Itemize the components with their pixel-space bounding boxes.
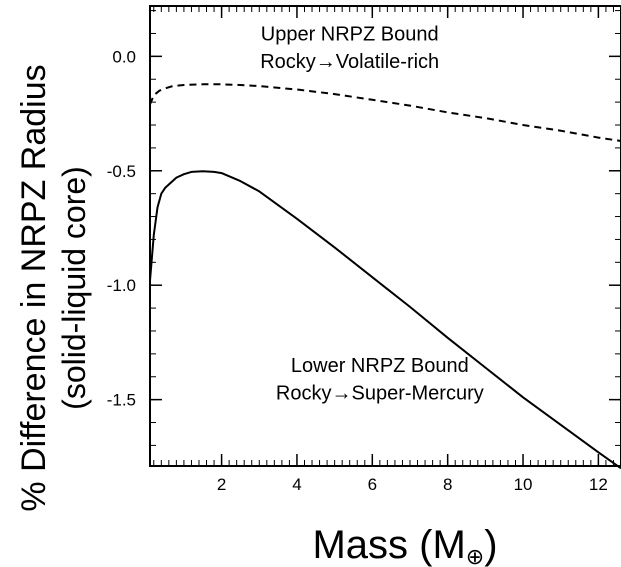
y-tick-label: -1.0 bbox=[107, 276, 136, 295]
x-tick-label: 8 bbox=[443, 475, 452, 494]
x-axis-title-sub: ⊕ bbox=[466, 544, 484, 567]
y-axis-title-line2: (solid-liquid core) bbox=[56, 166, 92, 410]
upper-bound-label-line2: Rocky→Volatile-rich bbox=[260, 51, 439, 73]
x-axis-title: Mass (M⊕) bbox=[312, 523, 497, 567]
annotations: Upper NRPZ Bound Rocky→Volatile-rich Lower… bbox=[260, 23, 484, 404]
tick-labels: 2 4 6 8 10 12 0.0 -0.5 -1.0 -1.5 bbox=[107, 47, 608, 494]
x-tick-label: 2 bbox=[217, 475, 226, 494]
lower-bound-label-line2: Rocky→Super-Mercury bbox=[276, 383, 484, 405]
y-axis-title: % Difference in NRPZ Radius (solid-liqui… bbox=[15, 64, 92, 511]
upper-bound-dashed-line bbox=[149, 83, 621, 142]
y-tick-label: -1.5 bbox=[107, 391, 136, 410]
y-tick-label: 0.0 bbox=[112, 47, 136, 66]
x-tick-label: 6 bbox=[368, 475, 377, 494]
x-axis-title-main: Mass (M bbox=[312, 523, 465, 567]
x-tick-label: 10 bbox=[514, 475, 533, 494]
x-axis-title-close: ) bbox=[484, 523, 497, 567]
x-tick-label: 4 bbox=[292, 475, 301, 494]
y-axis-title-line1: % Difference in NRPZ Radius bbox=[15, 64, 53, 511]
y-tick-label: -0.5 bbox=[107, 162, 136, 181]
plot-frame bbox=[149, 5, 621, 467]
upper-bound-label-line1: Upper NRPZ Bound bbox=[261, 23, 439, 45]
lower-bound-label-line1: Lower NRPZ Bound bbox=[291, 355, 469, 377]
x-tick-label: 12 bbox=[589, 475, 608, 494]
lower-bound-solid-line bbox=[149, 170, 621, 470]
series-group bbox=[149, 83, 621, 470]
